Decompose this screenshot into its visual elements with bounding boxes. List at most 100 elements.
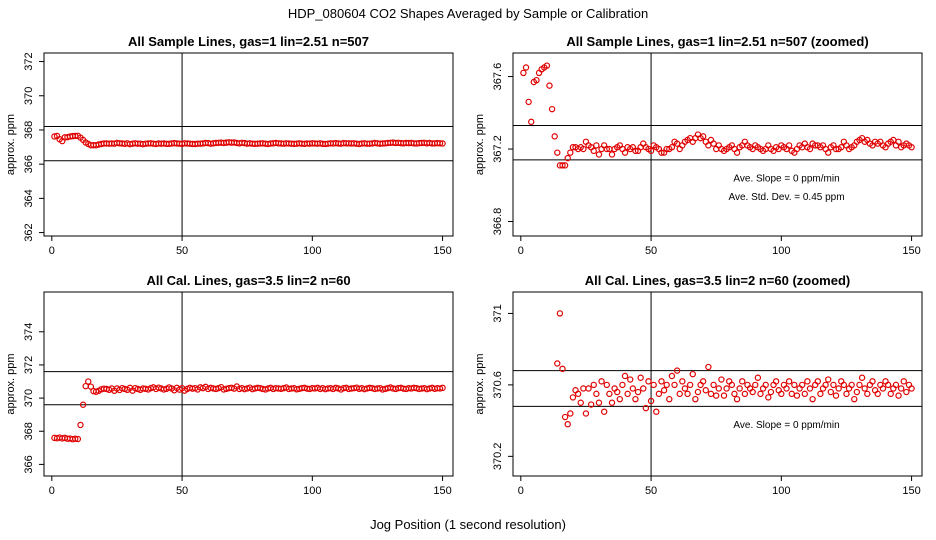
data-point bbox=[739, 378, 746, 385]
x-tick-label: 100 bbox=[303, 245, 321, 257]
data-point bbox=[74, 435, 82, 443]
data-point bbox=[655, 390, 663, 398]
data-point bbox=[788, 390, 795, 398]
data-point bbox=[827, 388, 835, 396]
x-tick-label: 100 bbox=[303, 485, 321, 497]
x-tick-label: 0 bbox=[518, 485, 524, 497]
data-point bbox=[715, 385, 723, 392]
data-point bbox=[658, 378, 665, 385]
data-point bbox=[556, 310, 564, 317]
data-point bbox=[874, 390, 881, 398]
data-point bbox=[436, 140, 444, 147]
data-point bbox=[567, 410, 574, 417]
y-tick-label: 370 bbox=[23, 389, 35, 407]
data-point bbox=[671, 381, 678, 389]
data-point bbox=[712, 392, 720, 399]
data-point bbox=[564, 154, 571, 162]
data-point bbox=[559, 162, 566, 169]
data-point bbox=[793, 392, 801, 399]
data-point bbox=[840, 381, 848, 389]
y-tick-label: 370.2 bbox=[492, 443, 504, 471]
y-axis-label: approx. ppm bbox=[5, 353, 17, 414]
data-point bbox=[645, 378, 652, 385]
data-point bbox=[593, 142, 600, 149]
data-point bbox=[598, 378, 605, 385]
data-point bbox=[658, 149, 665, 156]
data-point bbox=[595, 151, 603, 158]
y-axis-label: approx. ppm bbox=[474, 114, 486, 175]
data-point bbox=[554, 149, 561, 156]
data-point bbox=[564, 420, 571, 428]
data-point bbox=[895, 392, 902, 399]
data-point bbox=[754, 374, 762, 381]
data-point bbox=[668, 144, 676, 151]
data-point bbox=[869, 378, 876, 385]
data-point bbox=[752, 381, 759, 389]
data-point bbox=[79, 401, 87, 408]
data-point bbox=[606, 390, 613, 398]
data-point bbox=[908, 144, 915, 151]
y-tick-label: 366.8 bbox=[492, 208, 504, 236]
data-point bbox=[647, 397, 655, 405]
data-point bbox=[707, 390, 715, 398]
data-point bbox=[77, 421, 84, 429]
x-tick-label: 50 bbox=[176, 245, 188, 257]
data-points bbox=[554, 310, 915, 428]
plot-frame bbox=[512, 52, 923, 237]
x-tick-label: 150 bbox=[902, 245, 920, 257]
y-tick-label: 367.2 bbox=[492, 135, 504, 163]
data-point bbox=[822, 381, 829, 389]
data-point bbox=[861, 385, 868, 392]
data-point bbox=[637, 374, 644, 381]
data-point bbox=[692, 395, 699, 403]
data-point bbox=[559, 365, 566, 373]
data-point bbox=[741, 390, 749, 398]
data-points bbox=[520, 62, 915, 169]
data-point bbox=[653, 408, 660, 415]
data-point bbox=[679, 378, 686, 385]
data-point bbox=[561, 413, 569, 421]
data-point bbox=[525, 98, 532, 106]
data-point bbox=[806, 145, 814, 153]
data-point bbox=[733, 395, 741, 403]
data-point bbox=[843, 390, 850, 398]
data-point bbox=[647, 147, 655, 155]
data-point bbox=[548, 105, 556, 113]
data-point bbox=[590, 147, 597, 155]
data-point bbox=[887, 390, 894, 398]
data-point bbox=[879, 385, 887, 392]
data-point bbox=[590, 381, 597, 389]
data-point bbox=[757, 390, 764, 398]
data-point bbox=[582, 410, 590, 417]
panels-group: All Sample Lines, gas=1 lin=2.51 n=507 0 5… bbox=[5, 34, 923, 497]
data-point bbox=[621, 149, 629, 156]
data-point bbox=[87, 383, 95, 390]
data-point bbox=[632, 395, 639, 403]
data-point bbox=[580, 385, 587, 392]
data-point bbox=[785, 378, 793, 385]
data-point bbox=[778, 390, 785, 398]
data-point bbox=[619, 381, 626, 389]
y-tick-label: 370 bbox=[23, 87, 35, 105]
data-point bbox=[51, 133, 58, 140]
data-point bbox=[718, 376, 725, 383]
x-tick-label: 150 bbox=[902, 485, 920, 497]
data-point bbox=[684, 390, 691, 398]
x-tick-label: 50 bbox=[645, 485, 657, 497]
data-point bbox=[783, 385, 790, 392]
data-point bbox=[694, 388, 702, 396]
data-point bbox=[785, 142, 793, 149]
data-point bbox=[528, 118, 535, 126]
data-point bbox=[835, 385, 842, 392]
data-point bbox=[650, 381, 657, 389]
x-tick-label: 150 bbox=[433, 485, 451, 497]
data-point bbox=[817, 390, 824, 398]
panel-title: All Sample Lines, gas=1 lin=2.51 n=507 bbox=[128, 34, 369, 49]
data-point bbox=[900, 378, 907, 385]
y-tick-label: 372 bbox=[23, 52, 35, 70]
data-point bbox=[522, 64, 530, 71]
data-point bbox=[723, 385, 730, 392]
data-point bbox=[798, 381, 806, 389]
y-tick-label: 366 bbox=[23, 455, 35, 473]
data-point bbox=[733, 149, 741, 156]
